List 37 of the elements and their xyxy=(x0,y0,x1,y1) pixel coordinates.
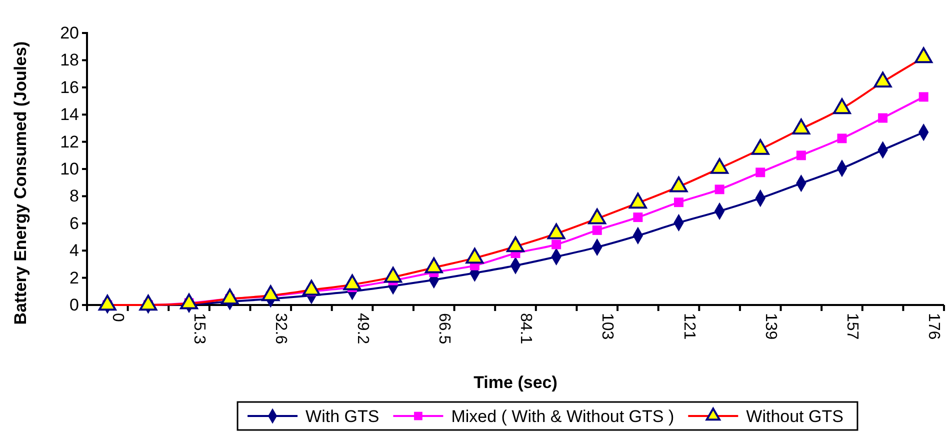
x-tick-label: 157 xyxy=(844,313,861,340)
y-tick-label: 18 xyxy=(60,50,79,70)
y-tick-label: 0 xyxy=(70,295,79,314)
x-tick-label: 139 xyxy=(762,313,779,340)
point xyxy=(633,212,643,222)
x-tick-label: 32.6 xyxy=(272,313,290,344)
y-axis-title: Battery Energy Consumed (Joules) xyxy=(11,41,30,325)
y-tick-label: 12 xyxy=(60,132,79,152)
x-tick-label: 84.1 xyxy=(517,313,534,344)
point xyxy=(878,113,888,123)
y-tick-label: 14 xyxy=(60,105,79,124)
y-tick-label: 20 xyxy=(60,23,79,42)
y-tick-label: 8 xyxy=(70,186,79,206)
x-tick-label: 15.3 xyxy=(190,313,208,344)
y-tick-label: 16 xyxy=(60,78,79,97)
point xyxy=(592,225,602,235)
x-tick-label: 121 xyxy=(680,313,698,340)
legend-label: With GTS xyxy=(306,406,380,426)
y-tick-label: 10 xyxy=(60,159,79,178)
y-tick-label: 2 xyxy=(70,268,79,288)
x-tick-label: 49.2 xyxy=(354,313,371,344)
point xyxy=(756,168,766,178)
point xyxy=(674,198,684,208)
point xyxy=(714,184,724,194)
x-tick-label: 176 xyxy=(925,313,942,340)
point xyxy=(918,92,928,102)
point xyxy=(552,240,562,250)
y-tick-label: 4 xyxy=(70,241,79,260)
point xyxy=(796,150,806,160)
legend-label: Without GTS xyxy=(746,406,844,426)
point xyxy=(837,134,847,144)
y-tick-label: 6 xyxy=(70,214,79,233)
legend-label: Mixed ( With & Without GTS ) xyxy=(451,406,674,426)
x-tick-label: 103 xyxy=(598,313,616,340)
x-axis-title: Time (sec) xyxy=(474,373,558,392)
x-tick-label: 0 xyxy=(109,313,126,322)
x-tick-label: 66.5 xyxy=(435,313,452,344)
